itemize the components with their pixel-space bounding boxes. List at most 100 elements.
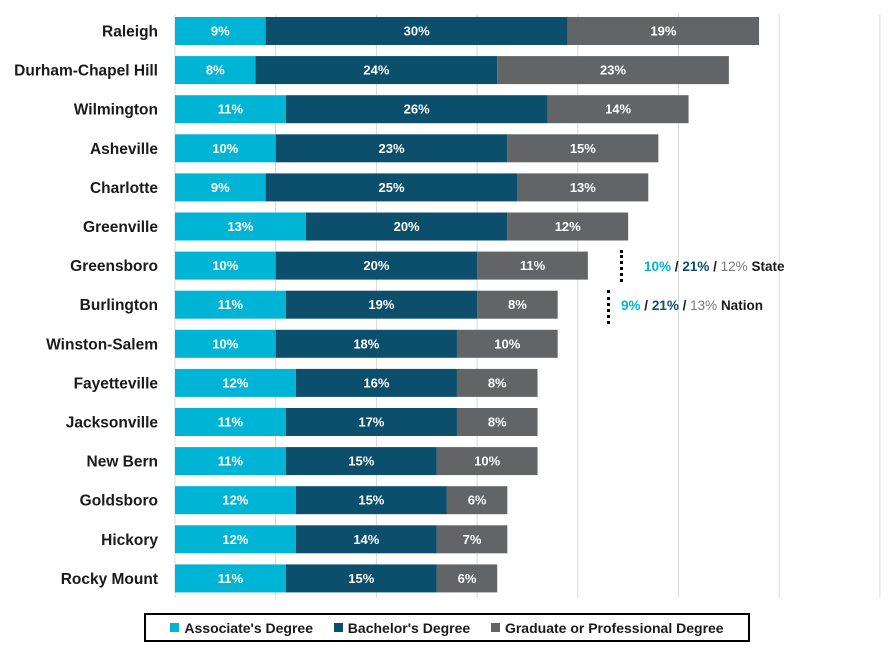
bar-segment [275,329,457,358]
data-label: 11% [218,297,244,312]
bar-segment [446,486,508,515]
separator: / [713,259,717,274]
data-label: 11% [218,454,244,469]
legend-swatch-bachelor [333,623,343,632]
state-graduate-value: 12% [720,259,748,274]
data-label: 24% [363,63,389,78]
separator: / [682,298,687,313]
bar-segment [285,95,548,124]
data-label: 12% [222,493,248,508]
nation-associate-value: 9% [621,298,641,313]
bar-segment [285,564,437,593]
bar-segment [175,290,286,319]
nation-annotation: 9% / 21% / 13% Nation [621,298,763,313]
state-label: State [751,259,785,274]
category-label: Charlotte [90,180,158,197]
data-label: 11% [218,415,244,430]
bar-segment [265,173,518,202]
category-label: New Bern [87,454,159,471]
bar-segment [295,368,457,397]
bar-segment [175,173,266,202]
data-label: 10% [212,141,238,156]
data-label: 17% [358,415,384,430]
data-label: 25% [378,180,404,195]
data-label: 15% [358,493,384,508]
bar-segment [175,447,286,476]
bar-segment [456,408,538,436]
bar-segment [175,17,266,45]
data-label: 10% [212,258,238,273]
data-label: 14% [353,532,379,547]
category-label: Goldsboro [80,493,158,510]
state-marker-dotted-line [620,250,623,282]
category-label: Fayetteville [74,375,159,392]
bar-segment [175,564,286,593]
bar-segment [285,408,457,436]
data-label: 11% [218,571,244,586]
category-label: Raleigh [102,24,158,41]
bar-segment [175,408,286,436]
category-label: Asheville [90,141,158,158]
bar-segment [436,447,538,476]
category-label: Greenville [83,219,158,236]
category-label: Winston-Salem [46,336,158,353]
category-labels: Raleigh Durham-Chapel Hill Wilmington Ashev… [14,24,158,588]
data-label: 7% [463,532,482,547]
bar-segment [436,564,498,593]
data-label: 30% [404,24,430,39]
data-label: 9% [211,180,230,195]
bar-segment [507,134,659,163]
category-label: Wilmington [74,102,158,119]
bar-segment [275,251,478,280]
data-label: 8% [488,415,507,430]
data-label: 13% [227,219,253,234]
bar-segment [175,212,306,241]
data-label: 14% [605,102,631,117]
bar-segment [175,525,296,554]
data-label: 15% [348,571,374,586]
bar-segment [285,447,437,476]
legend-label-bachelor: Bachelor's Degree [347,619,471,636]
bar-segment [436,525,508,554]
data-label: 10% [474,454,500,469]
data-label: 16% [363,375,389,390]
data-label: 12% [222,532,248,547]
stacked-bar-chart: 9% 30% 19% 8% 24% 23% 11% 26% 14% 10% 23% 15% 9% 25% 1… [14,14,881,598]
legend: Associate's Degree Bachelor's Degree Gra… [144,613,750,642]
bar-segment [477,290,558,319]
category-label: Durham-Chapel Hill [14,63,158,80]
data-label: 23% [378,141,404,156]
category-label: Burlington [80,297,158,314]
data-label: 20% [394,219,420,234]
category-label: Rocky Mount [61,571,158,588]
bar-segment [497,56,729,85]
data-label: 12% [222,375,248,390]
data-label: 18% [353,336,379,351]
data-label: 13% [570,180,596,195]
bar-segment [456,329,558,358]
state-bachelor-value: 21% [682,259,710,274]
nation-graduate-value: 13% [690,298,718,313]
bar-segment [295,525,437,554]
bar-segment [305,212,508,241]
data-label: 12% [555,219,581,234]
data-label: 8% [206,63,225,78]
category-label: Hickory [101,532,158,549]
data-label: 6% [468,493,487,508]
separator: / [674,259,679,274]
bars: 9% 30% 19% 8% 24% 23% 11% 26% 14% 10% 23% 15% 9% 25% 1… [175,17,760,593]
data-label: 8% [508,297,527,312]
bar-segment [175,486,296,515]
category-label: Greensboro [70,258,158,275]
bar-segment [507,212,629,241]
category-label: Jacksonville [66,415,159,432]
state-associate-value: 10% [644,259,672,274]
separator: / [644,298,649,313]
data-label: 6% [458,571,477,586]
data-label: 26% [404,102,430,117]
nation-bachelor-value: 21% [651,298,679,313]
legend-label-graduate: Graduate or Professional Degree [504,619,724,636]
data-label: 15% [348,454,374,469]
legend-label-associate: Associate's Degree [184,619,314,636]
legend-swatch-graduate [490,623,500,632]
